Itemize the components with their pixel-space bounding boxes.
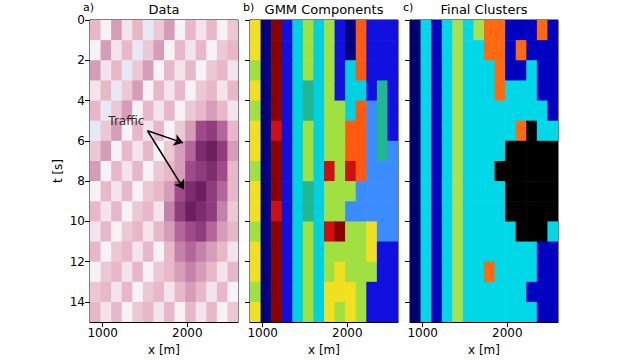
svg-text:12: 12 [70, 255, 85, 269]
svg-text:Traffic: Traffic [107, 114, 144, 128]
svg-text:Final Clusters: Final Clusters [440, 2, 527, 17]
svg-text:Data: Data [148, 2, 179, 17]
svg-text:1000: 1000 [407, 326, 438, 340]
svg-text:4: 4 [77, 94, 85, 108]
svg-text:10: 10 [70, 214, 85, 228]
svg-text:1000: 1000 [247, 326, 278, 340]
svg-text:2000: 2000 [172, 326, 203, 340]
svg-text:14: 14 [70, 295, 85, 309]
svg-text:8: 8 [77, 174, 85, 188]
svg-text:2: 2 [77, 53, 85, 67]
svg-text:1000: 1000 [87, 326, 118, 340]
svg-text:t [s]: t [s] [51, 159, 65, 183]
svg-text:GMM Components: GMM Components [265, 2, 384, 17]
svg-text:x [m]: x [m] [308, 343, 340, 357]
svg-text:2000: 2000 [332, 326, 363, 340]
svg-text:x [m]: x [m] [468, 343, 500, 357]
svg-text:a): a) [83, 1, 94, 14]
svg-text:c): c) [403, 1, 413, 14]
svg-text:b): b) [243, 1, 254, 14]
svg-text:6: 6 [77, 134, 85, 148]
svg-text:0: 0 [77, 13, 85, 27]
svg-text:x [m]: x [m] [148, 343, 180, 357]
svg-text:2000: 2000 [492, 326, 523, 340]
